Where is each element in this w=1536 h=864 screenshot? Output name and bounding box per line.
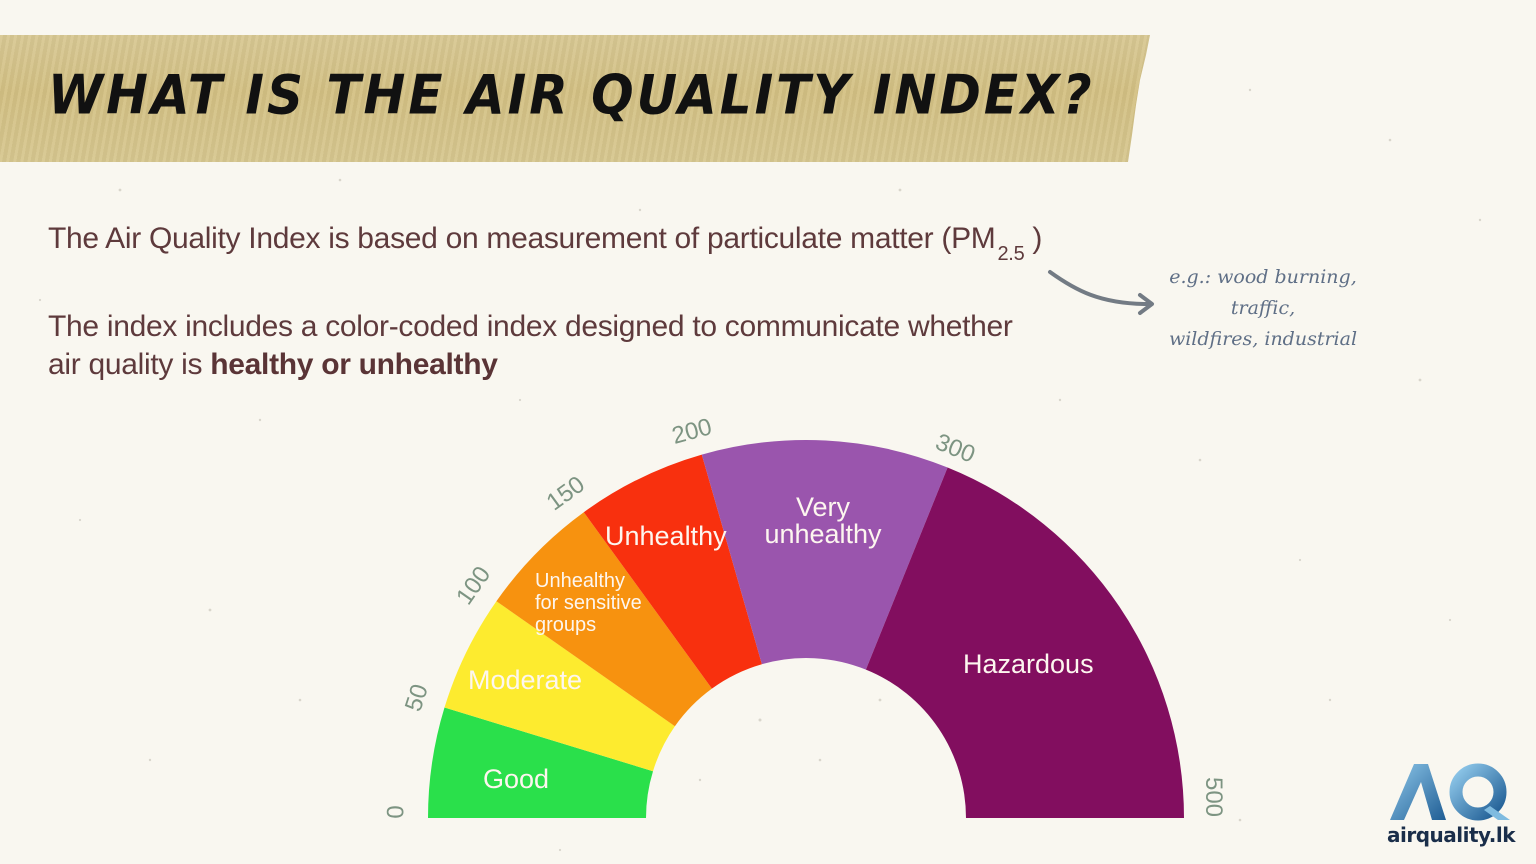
pm-subscript: 2.5 [997,243,1025,265]
intro-text: The Air Quality Index is based on measur… [48,222,996,255]
airquality-logo-icon [1390,763,1510,821]
label-unhealthy: Unhealthy [605,521,727,551]
note-line2: wildfires, industrial [1168,328,1358,350]
index-text-emphasis: healthy or unhealthy [210,348,498,381]
page-title: WHAT IS THE AIR QUALITY INDEX? [48,64,1095,127]
title-banner [0,35,1150,162]
index-paragraph: The index includes a color-coded index d… [48,308,1013,384]
logo-text: airquality.lk [1387,823,1516,847]
pm-sources-note: e.g.: wood burning, traffic, wildfires, … [1150,262,1376,355]
intro-paragraph: The Air Quality Index is based on measur… [48,220,1043,265]
note-line1: e.g.: wood burning, traffic, [1169,266,1357,319]
label-usg-line1: Unhealthy [535,570,626,592]
label-very-line1: Very [795,492,851,522]
tick-500: 500 [1200,776,1228,818]
index-text-line2: air quality is [48,348,211,381]
intro-suffix: ) [1032,222,1043,255]
label-good: Good [483,764,550,794]
segment-usg [496,512,712,727]
segment-very-unhealthy [701,439,948,670]
curved-arrow-icon [1048,270,1154,315]
label-usg: Unhealthy for sensitive groups [535,570,642,636]
label-hazardous: Hazardous [963,649,1094,679]
tick-0: 0 [382,805,410,819]
index-text-line1: The index includes a color-coded index d… [48,310,1013,343]
label-usg-line3: groups [535,614,597,636]
label-moderate: Moderate [468,665,583,695]
segment-hazardous [865,467,1184,818]
segment-moderate [444,601,675,772]
segment-unhealthy [583,454,762,689]
label-very-line2: unhealthy [764,519,882,549]
label-very-unhealthy: Very unhealthy [764,494,882,548]
segment-good [428,707,653,818]
label-usg-line2: for sensitive [535,592,642,614]
